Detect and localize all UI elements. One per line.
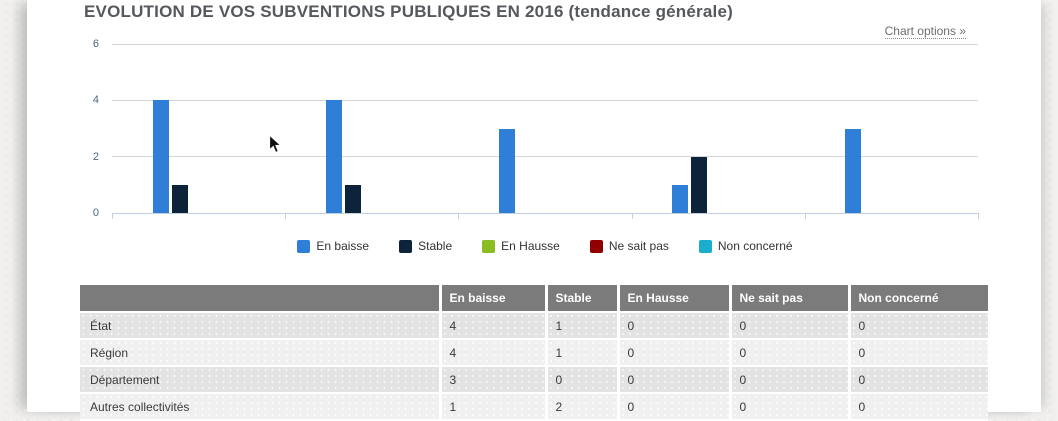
legend-swatch-icon xyxy=(399,239,413,253)
bar-en-baisse xyxy=(152,100,169,213)
value-cell: 1 xyxy=(546,312,620,340)
table-header: En baisse Stable En Hausse Ne sait pas Non c… xyxy=(80,285,988,313)
value-cell: 0 xyxy=(849,312,988,340)
value-cell: 0 xyxy=(730,312,851,340)
bar-stable xyxy=(691,156,708,213)
value-cell: 2 xyxy=(546,393,620,421)
value-cell: 3 xyxy=(440,366,548,394)
plot-area: 6 4 2 0 xyxy=(93,39,979,219)
table-header-cell: En baisse xyxy=(440,285,548,313)
table-row: État 4 1 0 0 0 xyxy=(80,312,988,340)
table-header-cell: Ne sait pas xyxy=(730,285,851,313)
page-title: EVOLUTION DE VOS SUBVENTIONS PUBLIQUES E… xyxy=(84,2,733,21)
x-axis-tick xyxy=(978,213,979,219)
legend-item-non-concerné[interactable]: Non concerné xyxy=(698,239,793,253)
legend-label: Ne sait pas xyxy=(608,239,669,253)
value-cell: 4 xyxy=(440,339,548,367)
x-axis-tick xyxy=(804,213,806,219)
x-axis-tick xyxy=(631,213,633,219)
value-cell: 0 xyxy=(730,366,851,394)
value-cell: 0 xyxy=(546,366,620,394)
value-cell: 0 xyxy=(618,366,732,394)
value-cell: 0 xyxy=(849,339,988,367)
value-cell: 4 xyxy=(440,312,548,340)
bar-en-baisse xyxy=(499,128,515,213)
table-body: État 4 1 0 0 0 Région 4 1 0 0 0 Département 3 0 0 0 0 Autr… xyxy=(80,312,988,421)
x-axis-tick xyxy=(458,213,460,219)
bar-en-baisse xyxy=(672,184,689,213)
bar-en-baisse xyxy=(845,128,862,213)
y-axis-tick-label: 4 xyxy=(92,94,99,107)
value-cell: 0 xyxy=(849,393,988,421)
row-label-cell: Département xyxy=(80,366,442,394)
content-panel: EVOLUTION DE VOS SUBVENTIONS PUBLIQUES E… xyxy=(27,0,1041,421)
bar-en-baisse xyxy=(325,100,342,213)
table-header-row: En baisse Stable En Hausse Ne sait pas Non c… xyxy=(80,285,988,313)
x-axis-tick xyxy=(112,213,113,219)
legend-item-en-baisse[interactable]: En baisse xyxy=(297,239,369,253)
legend-swatch-icon xyxy=(297,239,311,253)
table-header-cell: En Hausse xyxy=(618,285,732,313)
value-cell: 1 xyxy=(440,393,548,421)
row-label-cell: Région xyxy=(80,339,442,367)
legend-item-en-hausse[interactable]: En Hausse xyxy=(482,239,560,253)
row-label-cell: État xyxy=(80,312,442,340)
legend-label: Stable xyxy=(418,239,453,253)
table-header-cell: Non concerné xyxy=(849,285,988,313)
y-axis-tick-label: 2 xyxy=(92,150,99,163)
legend-swatch-icon xyxy=(589,239,603,253)
legend-label: En baisse xyxy=(316,239,370,253)
legend-swatch-icon xyxy=(698,239,712,253)
gridline xyxy=(112,43,978,45)
value-cell: 0 xyxy=(618,339,732,367)
table-header-cell: Stable xyxy=(546,285,620,313)
chart-legend: En baisse Stable En Hausse Ne sait pas Non c… xyxy=(112,239,978,253)
results-table: En baisse Stable En Hausse Ne sait pas Non c… xyxy=(80,285,988,421)
value-cell: 0 xyxy=(618,393,732,421)
legend-label: En Hausse xyxy=(501,239,560,253)
table-header-cell xyxy=(80,285,442,313)
value-cell: 0 xyxy=(730,339,851,367)
row-label-cell: Autres collectivités xyxy=(80,393,442,421)
legend-item-ne-sait-pas[interactable]: Ne sait pas xyxy=(589,239,669,253)
bar-stable xyxy=(344,184,361,213)
table-row: Département 3 0 0 0 0 xyxy=(80,366,988,394)
value-cell: 0 xyxy=(730,393,851,421)
value-cell: 0 xyxy=(849,366,988,394)
bar-stable xyxy=(171,184,188,213)
x-axis-tick xyxy=(285,213,287,219)
gridline xyxy=(112,212,978,214)
y-axis-tick-label: 6 xyxy=(92,38,99,50)
legend-label: Non concerné xyxy=(717,239,793,253)
chart-options-link[interactable]: Chart options » xyxy=(884,24,966,39)
legend-swatch-icon xyxy=(482,239,496,253)
table-row: Région 4 1 0 0 0 xyxy=(80,339,988,367)
gridline xyxy=(112,99,978,101)
value-cell: 1 xyxy=(546,339,620,367)
y-axis-tick-label: 0 xyxy=(92,207,99,219)
legend-item-stable[interactable]: Stable xyxy=(399,239,452,253)
value-cell: 0 xyxy=(618,312,732,340)
gridline xyxy=(112,156,978,158)
table-row: Autres collectivités 1 2 0 0 0 xyxy=(80,393,988,421)
